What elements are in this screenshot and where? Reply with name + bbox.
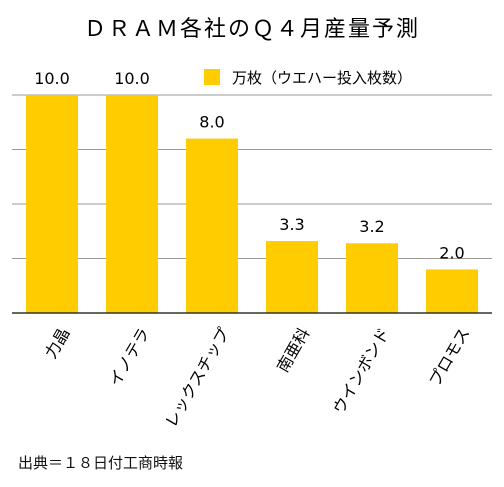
- category-label-5: プロモス: [425, 325, 473, 390]
- bars: [26, 95, 478, 313]
- category-label-0: 力晶: [41, 325, 73, 362]
- category-label-3: 南亜科: [273, 325, 313, 376]
- chart-title: ＤＲＡＭ各社のＱ４月産量予測: [84, 17, 420, 42]
- legend: 万枚（ウエハー投入枚数）: [204, 69, 412, 87]
- value-label-3: 3.3: [279, 215, 304, 234]
- source-note: 出典＝１８日付工商時報: [18, 454, 184, 472]
- category-labels: 力晶 イノテラ レックスチップ 南亜科 ウインボンド プロモス: [41, 325, 473, 431]
- bar-3: [266, 241, 318, 313]
- grid-lines: [12, 94, 492, 259]
- legend-swatch: [204, 69, 220, 85]
- value-label-0: 10.0: [34, 69, 70, 88]
- bar-5: [426, 269, 478, 313]
- value-label-1: 10.0: [114, 69, 150, 88]
- category-label-2: レックスチップ: [161, 325, 233, 431]
- legend-label: 万枚（ウエハー投入枚数）: [232, 69, 412, 87]
- category-label-1: イノテラ: [105, 325, 153, 390]
- value-label-2: 8.0: [199, 113, 224, 132]
- bar-2: [186, 138, 238, 313]
- bar-0: [26, 95, 78, 313]
- bar-4: [346, 243, 398, 313]
- value-label-4: 3.2: [359, 217, 384, 236]
- bar-1: [106, 95, 158, 313]
- value-labels: 10.0 10.0 8.0 3.3 3.2 2.0: [34, 69, 465, 262]
- category-label-4: ウインボンド: [329, 325, 393, 418]
- value-label-5: 2.0: [439, 243, 464, 262]
